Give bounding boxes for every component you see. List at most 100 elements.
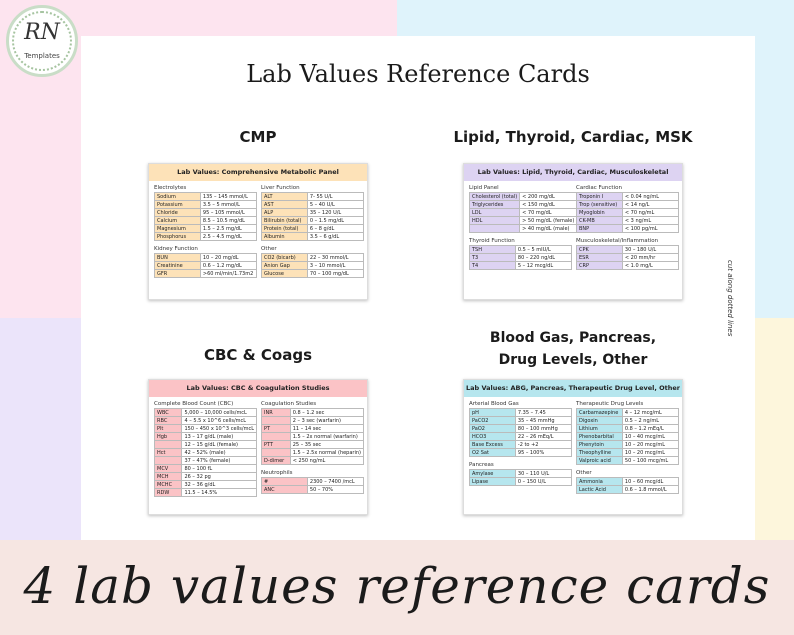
normal-range-cell: 26 – 32 pg xyxy=(181,472,257,481)
table-row: Ammonia 10 – 60 mcg/dL xyxy=(576,477,680,486)
test-name-cell: CO2 (bicarb) xyxy=(261,253,308,262)
test-name-cell: CK-MB xyxy=(576,216,623,225)
test-name-cell: Phenytoin xyxy=(576,440,623,449)
group-label: Other xyxy=(576,470,592,476)
card-column-right: Therapeutic Drug Levels Carbamazepine 4 – … xyxy=(576,401,680,499)
value-group: Liver Function ALT 7- 55 U/L AST 5 – 40 U/L A… xyxy=(261,185,365,241)
value-table: TSH 0.5 – 5 mIU/L T3 80 – 220 ng/dL T4 5 – 12… xyxy=(469,245,573,270)
normal-range-cell: 11.5 – 14.5% xyxy=(181,488,257,497)
table-row: Lipase 0 – 150 U/L xyxy=(469,477,573,486)
normal-range-cell: >60 ml/min/1.73m2 xyxy=(199,269,258,278)
table-row: 12 – 15 g/dL (female) xyxy=(153,440,257,449)
test-name-cell: PaO2 xyxy=(469,424,516,433)
test-name-cell xyxy=(261,416,291,425)
test-name-cell: T4 xyxy=(469,261,516,270)
table-row: Glucose 70 – 100 mg/dL xyxy=(261,269,365,278)
normal-range-cell: < 250 ng/mL xyxy=(289,456,365,465)
table-row: AST 5 – 40 U/L xyxy=(261,200,365,209)
normal-range-cell: 22 – 30 mmol/L xyxy=(306,253,365,262)
table-row: Chloride 95 – 105 mmol/L xyxy=(154,208,258,217)
table-row: Cholesterol (total) < 200 mg/dL xyxy=(468,192,578,201)
table-row: Triglycerides < 150 mg/dL xyxy=(468,200,578,209)
test-name-cell: pH xyxy=(469,408,516,417)
normal-range-cell: 42 – 52% (male) xyxy=(181,448,257,457)
table-row: ANC 50 – 70% xyxy=(261,485,365,494)
normal-range-cell: 80 – 100 mmHg xyxy=(514,424,573,433)
card-column-right: Coagulation Studies INR 0.8 – 1.2 sec 2 – 3… xyxy=(261,401,365,499)
table-row: MCV 80 – 100 fL xyxy=(153,464,257,473)
brand-logo: RN Templates xyxy=(6,5,78,77)
table-row: Lactic Acid 0.6 – 1.8 mmol/L xyxy=(576,485,680,494)
test-name-cell: HDL xyxy=(468,216,521,225)
normal-range-cell: < 200 mg/dL xyxy=(519,192,578,201)
group-label: Pancreas xyxy=(469,462,494,468)
normal-range-cell: 35 – 120 U/L xyxy=(306,208,365,217)
group-label: Coagulation Studies xyxy=(261,401,317,407)
test-name-cell: Trop (sensitive) xyxy=(576,200,623,209)
test-name-cell: Theophylline xyxy=(576,448,623,457)
table-row: pH 7.35 – 7.45 xyxy=(469,408,573,417)
test-name-cell: Creatinine xyxy=(154,261,201,270)
test-name-cell: # xyxy=(261,477,308,486)
table-row: Albumin 3.5 – 6 g/dL xyxy=(261,232,365,241)
test-name-cell: Phosphorus xyxy=(154,232,201,241)
value-table: CPK 30 – 180 U/L ESR < 20 mm/hr CRP < 1.0 mg/… xyxy=(576,245,680,270)
table-row: 1.5 – 2x normal (warfarin) xyxy=(261,432,365,441)
normal-range-cell: 0.6 – 1.8 mmol/L xyxy=(621,485,680,494)
normal-range-cell: 30 – 110 U/L xyxy=(514,469,573,478)
table-row: ALT 7- 55 U/L xyxy=(261,192,365,201)
table-row: RBC 4 – 5.5 x 10^6 cells/mcL xyxy=(153,416,257,425)
group-label: Cardiac Function xyxy=(576,185,622,191)
normal-range-cell: 2300 – 7400 /mcL xyxy=(306,477,365,486)
normal-range-cell: 8.5 – 10.5 mg/dL xyxy=(199,216,258,225)
bottom-banner xyxy=(0,540,794,635)
normal-range-cell: < 150 mg/dL xyxy=(519,200,578,209)
test-name-cell: Troponin I xyxy=(576,192,623,201)
table-row: Sodium 135 – 145 mmol/L xyxy=(154,192,258,201)
normal-range-cell: 50 – 70% xyxy=(306,485,365,494)
normal-range-cell: < 0.04 ng/mL xyxy=(621,192,680,201)
value-group: Therapeutic Drug Levels Carbamazepine 4 – … xyxy=(576,401,680,465)
normal-range-cell: -2 to +2 xyxy=(514,440,573,449)
normal-range-cell: 22 – 26 mEq/L xyxy=(514,432,573,441)
table-row: ESR < 20 mm/hr xyxy=(576,253,680,262)
table-row: RDW 11.5 – 14.5% xyxy=(153,488,257,497)
test-name-cell: MCV xyxy=(153,464,183,473)
test-name-cell: Magnesium xyxy=(154,224,201,233)
table-row: O2 Sat 95 – 100% xyxy=(469,448,573,457)
normal-range-cell: 0.6 – 1.2 mg/dL xyxy=(199,261,258,270)
table-row: PT 11 – 14 sec xyxy=(261,424,365,433)
table-row: HCO3 22 – 26 mEq/L xyxy=(469,432,573,441)
test-name-cell: ANC xyxy=(261,485,308,494)
group-label: Kidney Function xyxy=(154,246,198,252)
table-row: Potassium 3.5 – 5 mmol/L xyxy=(154,200,258,209)
test-name-cell: ALT xyxy=(261,192,308,201)
table-row: MCH 26 – 32 pg xyxy=(153,472,257,481)
table-row: Amylase 30 – 110 U/L xyxy=(469,469,573,478)
group-label: Musculoskeletal/Inflammation xyxy=(576,238,659,244)
value-group: Neutrophils #2300 – 7400 /mcL ANC 50 – 70% xyxy=(261,470,365,494)
test-name-cell: Protein (total) xyxy=(261,224,308,233)
value-table: Ammonia 10 – 60 mcg/dL Lactic Acid 0.6 – 1.… xyxy=(576,477,680,494)
normal-range-cell: 35 – 45 mmHg xyxy=(514,416,573,425)
test-name-cell: Sodium xyxy=(154,192,201,201)
table-row: Plt 150 – 450 x 10^3 cells/mcL xyxy=(153,424,257,433)
table-row: Calcium 8.5 – 10.5 mg/dL xyxy=(154,216,258,225)
normal-range-cell: 10 – 20 mg/dL xyxy=(199,253,258,262)
table-row: Hct 42 – 52% (male) xyxy=(153,448,257,457)
test-name-cell: Lactic Acid xyxy=(576,485,623,494)
table-row: WBC 5,000 – 10,000 cells/mcL xyxy=(153,408,257,417)
table-row: Anion Gap 3 – 10 mmol/L xyxy=(261,261,365,270)
value-group: Other Ammonia 10 – 60 mcg/dL Lactic Acid 0.6… xyxy=(576,470,680,494)
value-table: #2300 – 7400 /mcL ANC 50 – 70% xyxy=(261,477,365,494)
cut-line-text: cut along dotted lines xyxy=(726,260,734,337)
card-header: Lab Values: Comprehensive Metabolic Pane… xyxy=(149,164,367,181)
test-name-cell: Triglycerides xyxy=(468,200,521,209)
normal-range-cell: 5 – 12 mcg/dL xyxy=(514,261,573,270)
test-name-cell xyxy=(261,432,291,441)
card-abg: Lab Values: ABG, Pancreas, Therapeutic D… xyxy=(463,379,683,515)
test-name-cell: GFR xyxy=(154,269,201,278)
test-name-cell: Carbamazepine xyxy=(576,408,623,417)
normal-range-cell: 10 – 40 mcg/mL xyxy=(621,432,680,441)
group-label: Neutrophils xyxy=(261,470,293,476)
